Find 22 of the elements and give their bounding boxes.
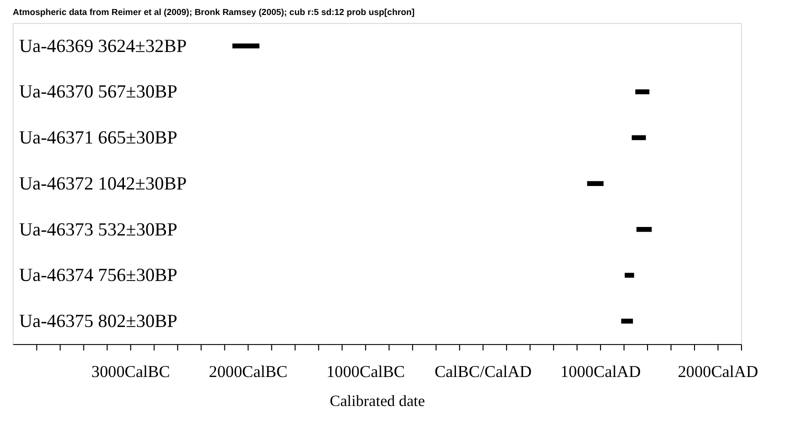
bar [632,135,646,140]
bar [635,89,650,94]
x-tick-label: CalBC/CalAD [434,362,532,381]
x-axis-title: Calibrated date [330,393,426,410]
y-tick-label: Ua-46369 3624±32BP [19,36,187,57]
bar [636,226,652,232]
y-tick-label: Ua-46372 1042±30BP [19,173,187,194]
y-tick-label: Ua-46375 802±30BP [19,311,178,332]
x-tick-label: 1000CalAD [560,362,641,381]
chart-title: Atmospheric data from Reimer et al (2009); Bronk Ramsey (2005); cub r:5 sd:12 prob usp[chron] [12,7,415,18]
x-tick-label: 3000CalBC [91,362,170,381]
y-tick-label: Ua-46371 665±30BP [19,128,178,149]
bar [587,181,604,186]
y-tick-label: Ua-46370 567±30BP [19,82,178,103]
y-tick-label: Ua-46373 532±30BP [19,219,178,240]
x-tick-label: 2000CalBC [208,362,288,381]
bar [624,272,634,278]
bar [232,43,260,48]
x-tick-label: 2000CalAD [678,362,758,381]
y-tick-label: Ua-46374 756±30BP [19,265,178,286]
bar [621,318,633,324]
x-tick-label: 1000CalBC [326,362,405,381]
